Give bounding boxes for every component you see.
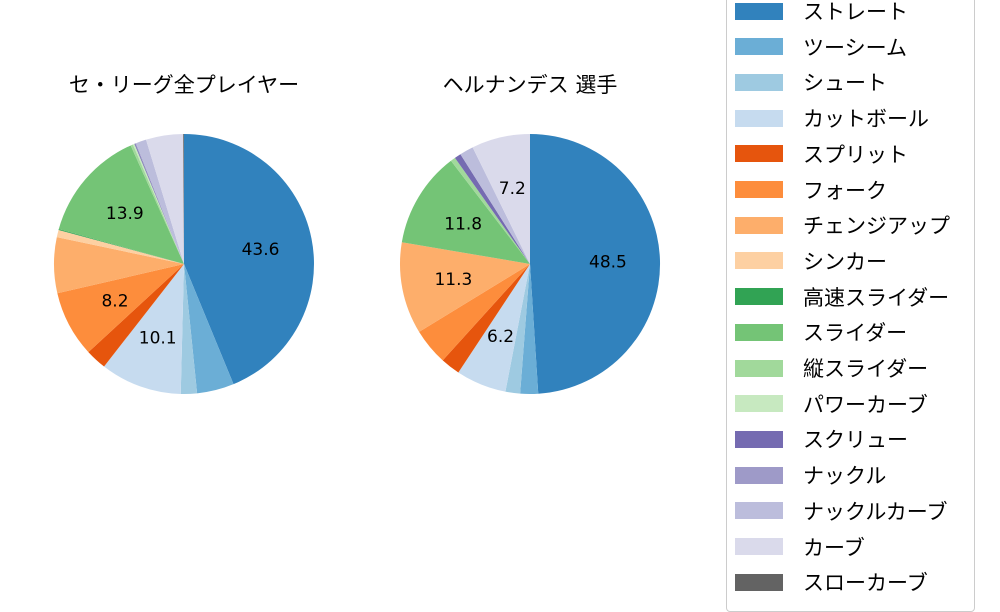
pie-slice-label: 7.2 xyxy=(499,179,526,199)
legend-item: ナックル xyxy=(735,460,886,490)
pie-slice xyxy=(135,143,184,264)
legend-item: チェンジアップ xyxy=(735,210,950,240)
legend-swatch xyxy=(735,430,783,448)
pie-slice xyxy=(419,264,530,361)
pie-slice xyxy=(472,134,530,264)
legend-label: スローカーブ xyxy=(803,571,928,596)
pie-slice xyxy=(134,143,184,264)
pie-slice xyxy=(442,264,530,373)
pie-title-player: ヘルナンデス 選手 xyxy=(443,73,618,97)
pie-slice xyxy=(180,264,198,395)
pie-slice xyxy=(184,264,234,394)
pie-slice xyxy=(58,229,184,264)
pie-slice xyxy=(184,134,314,385)
pie-slice xyxy=(54,237,185,294)
legend-item: ツーシーム xyxy=(735,32,907,62)
pie-slice xyxy=(458,264,530,392)
pie-slice-label: 8.2 xyxy=(101,291,128,311)
pie-slice-label: 10.1 xyxy=(139,328,177,348)
legend-swatch xyxy=(735,252,783,270)
legend-swatch xyxy=(735,395,783,413)
pie-slice-label: 11.3 xyxy=(434,270,472,290)
legend-item: 高速スライダー xyxy=(735,282,949,312)
legend-label: パワーカーブ xyxy=(803,392,928,417)
legend-swatch xyxy=(735,38,783,56)
legend-label: シュート xyxy=(803,71,887,96)
legend-label: 高速スライダー xyxy=(803,285,950,310)
legend-label: ナックル xyxy=(803,464,887,489)
legend-swatch xyxy=(735,359,783,377)
pie-slice xyxy=(88,264,184,367)
legend-item: カーブ xyxy=(735,532,865,562)
pie-slice xyxy=(132,143,184,264)
legend-item: ストレート xyxy=(735,0,908,26)
pie-slice xyxy=(146,134,184,264)
legend-label: ストレート xyxy=(803,0,908,24)
pie-slice xyxy=(58,145,184,264)
legend-item: スローカーブ xyxy=(735,567,928,597)
legend-item: 縦スライダー xyxy=(735,353,928,383)
legend-item: シュート xyxy=(735,67,887,97)
legend-label: ツーシーム xyxy=(803,35,907,60)
legend-item: スライダー xyxy=(735,317,907,347)
legend-label: フォーク xyxy=(803,178,887,203)
legend-swatch xyxy=(735,2,783,20)
legend-label: カーブ xyxy=(803,535,865,560)
legend-label: チェンジアップ xyxy=(803,214,950,239)
legend-item: パワーカーブ xyxy=(735,389,928,419)
legend-item: カットボール xyxy=(735,103,929,133)
legend-swatch xyxy=(735,73,783,91)
legend-label: スライダー xyxy=(803,321,908,346)
pie-slice xyxy=(454,154,530,264)
legend-item: ナックルカーブ xyxy=(735,496,947,526)
pie-player: 48.5 6.2 11.3 11.8 7.2 xyxy=(399,134,661,394)
legend-item: フォーク xyxy=(735,175,887,205)
legend-swatch xyxy=(735,538,783,555)
pie-slice-label: 48.5 xyxy=(589,253,627,273)
legend-item: シンカー xyxy=(735,246,887,276)
legend-swatch xyxy=(735,109,783,127)
legend-label: 縦スライダー xyxy=(803,357,929,381)
pie-slice xyxy=(399,242,530,332)
legend: ストレートツーシームシュートカットボール スプリットフォークチェンジアップ シンカー… xyxy=(726,0,975,612)
legend-label: ナックルカーブ xyxy=(803,499,948,524)
legend-label: スプリット xyxy=(803,142,908,167)
legend-swatch xyxy=(735,502,783,520)
legend-swatch xyxy=(735,466,783,484)
pie-slice-label: 13.9 xyxy=(106,204,144,224)
pie-slice xyxy=(104,264,184,394)
legend-label: スクリュー xyxy=(803,428,908,453)
pie-slice xyxy=(130,144,184,264)
legend-swatch xyxy=(735,181,783,198)
pie-slice xyxy=(520,264,539,394)
pie-slice xyxy=(56,229,185,264)
legend-item: スクリュー xyxy=(735,424,908,454)
pie-slice xyxy=(401,160,530,264)
legend-swatch xyxy=(735,288,783,306)
pie-slice xyxy=(57,264,185,353)
pie-title-league: セ・リーグ全プレイヤー xyxy=(69,73,299,97)
legend-item: スプリット xyxy=(735,139,908,169)
legend-label: シンカー xyxy=(803,249,887,274)
pie-slice xyxy=(135,139,184,264)
pie-slice-label: 6.2 xyxy=(487,327,514,347)
legend-swatch xyxy=(735,216,783,234)
pie-slice xyxy=(505,264,530,394)
pie-slice xyxy=(450,157,530,264)
pie-slice-label: 43.6 xyxy=(242,240,280,260)
pie-slice xyxy=(460,147,530,264)
pie-slice xyxy=(530,134,661,394)
legend-swatch xyxy=(735,145,783,163)
pie-slice xyxy=(183,133,184,264)
legend-label: カットボール xyxy=(803,107,929,132)
legend-swatch xyxy=(735,323,783,341)
pie-slice-label: 11.8 xyxy=(444,215,482,235)
pie-league: 43.6 10.1 8.2 13.9 xyxy=(54,133,314,395)
legend-swatch xyxy=(735,573,783,591)
